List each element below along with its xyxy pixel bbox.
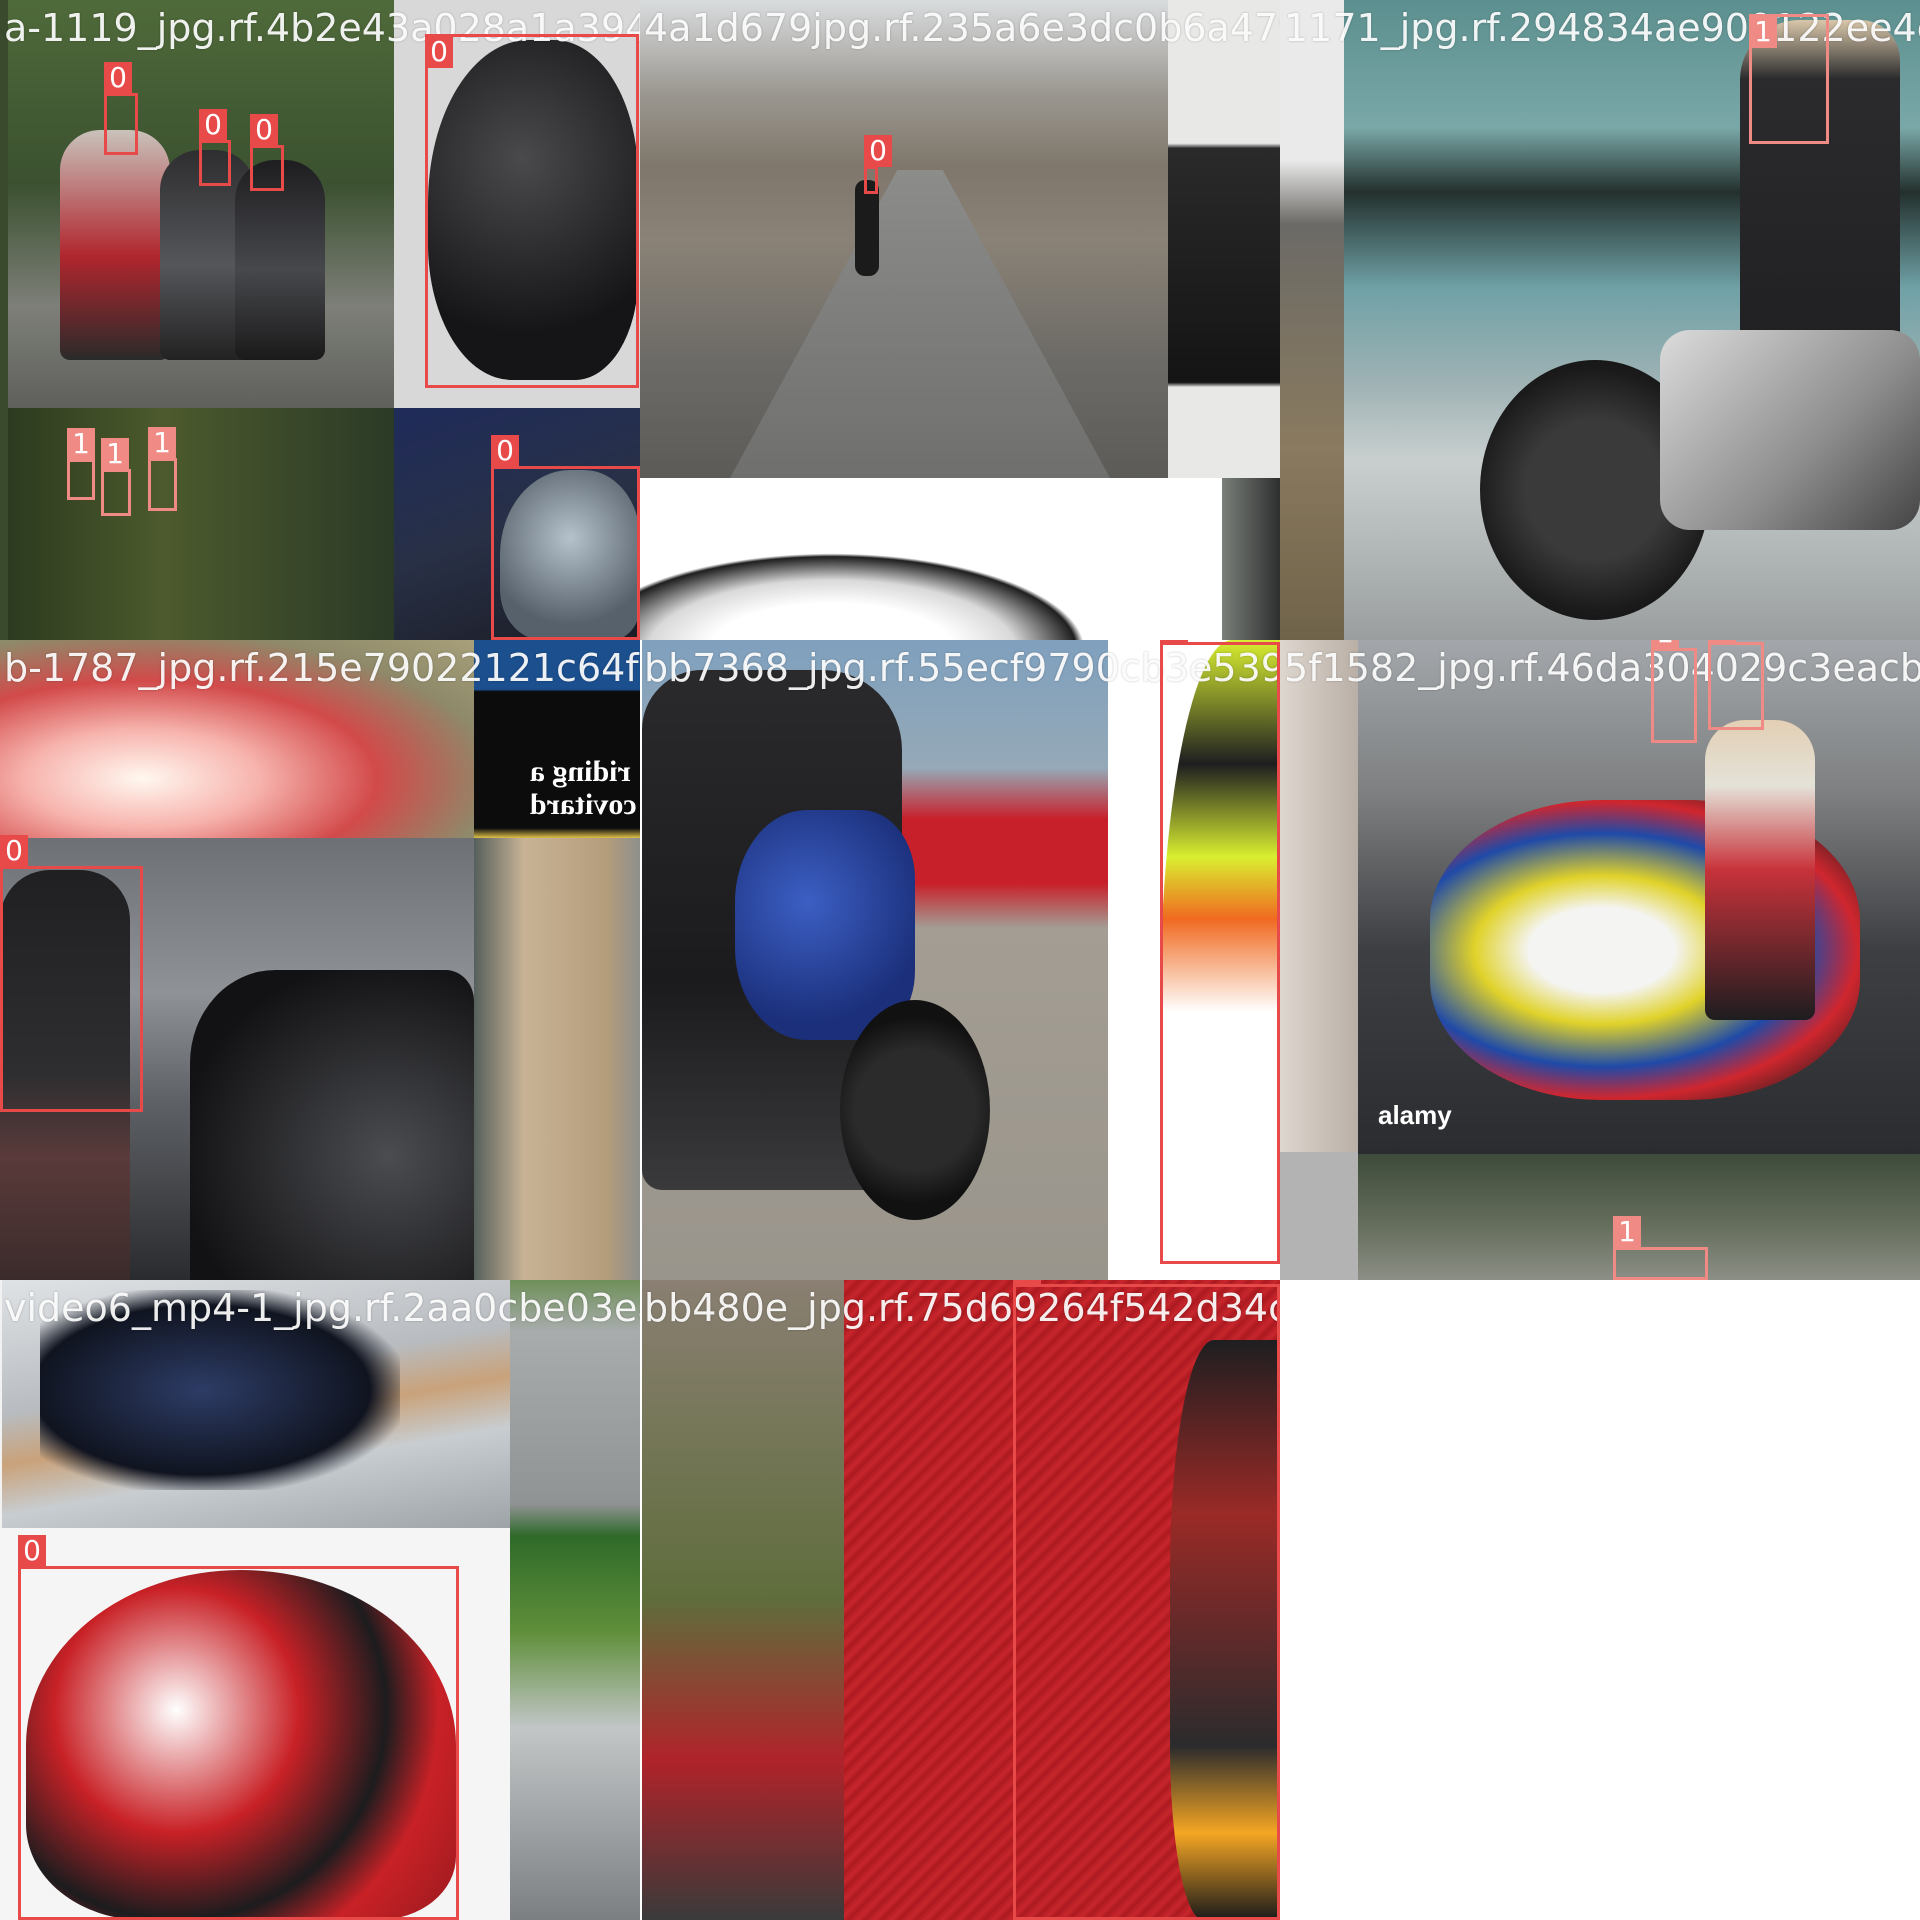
mosaic-tile: 1171_jpg.rf.294834ae909122ee4e6 1 — [1280, 0, 1920, 640]
bbox-class-label: 1 — [1749, 16, 1777, 48]
bbox-helmet: 0 — [250, 114, 284, 191]
sign-text: riding a — [530, 755, 631, 788]
bbox-head: 1 — [148, 427, 177, 511]
bbox-class-label: 0 — [0, 835, 28, 867]
mosaic-tile: video6_mp4-1_jpg.rf.2aa0cbe03ea4093c1630… — [0, 1280, 640, 1920]
rider-silhouette — [0, 870, 130, 1280]
motorcyclist-distant — [855, 180, 879, 276]
bbox-head: 1 — [1651, 640, 1697, 743]
bike-shape — [40, 1290, 400, 1490]
bbox-head: 1 — [1749, 14, 1829, 144]
bbox-class-label: 1 — [1651, 640, 1679, 649]
photo-sliver — [1222, 478, 1280, 640]
mosaic-tile: bb7368_jpg.rf.55ecf9790cb3e5391b40 0 — [640, 640, 1280, 1280]
mosaic-tile: bb480e_jpg.rf.75d69264f542d34cb17c2aaa68… — [640, 1280, 1280, 1920]
bike-wheel — [840, 1000, 990, 1220]
bbox-class-label: 0 — [18, 1535, 46, 1567]
photo-city-traffic — [510, 1280, 640, 1920]
bbox-head: 1 — [1613, 1216, 1708, 1280]
helmet-shape — [26, 1570, 456, 1920]
mosaic-tile: a-1119_jpg.rf.4b2e43a028a1a394d01a 0 0 0… — [0, 0, 640, 640]
bbox-class-label: 1 — [1708, 640, 1736, 643]
photo-sportbike-headlight — [0, 640, 474, 838]
rider-silhouette — [235, 160, 325, 360]
bbox-class-label: 0 — [491, 435, 519, 467]
watermark-text: alamy — [1378, 1100, 1452, 1130]
bbox-head: 1 — [101, 438, 131, 516]
helmet-shape — [428, 40, 638, 380]
bbox-helmet: 0 — [864, 135, 892, 194]
helmet-visor-shape — [500, 470, 640, 640]
bbox-helmet: 0 — [199, 109, 231, 186]
bbox-helmet: 0 — [425, 34, 639, 388]
mosaic-tile: alamy 5f1582_jpg.rf.46da304029c3eacbc87 … — [1280, 640, 1920, 1280]
bbox-head: 1 — [1708, 640, 1764, 730]
photo-mountain-strip — [1280, 0, 1344, 640]
photo-building-wall — [474, 838, 640, 1280]
helmet-visor-shape — [1170, 1340, 1280, 1920]
bike-shape — [190, 970, 474, 1280]
mosaic-tile: 4a1d679jpg.rf.235a6e3dc0b6a479b31e8b 0 — [640, 0, 1280, 640]
bbox-helmet: 0 — [0, 835, 143, 1112]
bike-fairing — [735, 810, 915, 1040]
bbox-class-label: 1 — [101, 438, 129, 470]
rider-silhouette — [60, 130, 170, 360]
bbox-class-label: 0 — [864, 135, 892, 167]
bbox-class-label: 1 — [148, 427, 176, 459]
photo-glove-partial — [1168, 0, 1280, 478]
mosaic-tile: riding a covitard b-1787_jpg.rf.215e7902… — [0, 640, 640, 1280]
bbox-head: 1 — [67, 428, 95, 500]
bbox-class-label: 1 — [1613, 1216, 1641, 1248]
photo-sign — [474, 640, 640, 838]
bbox-helmet: 0 — [1013, 1280, 1280, 1920]
bbox-class-label: 1 — [67, 428, 95, 460]
sign-text: covitard — [530, 788, 637, 821]
bike-body — [1660, 330, 1920, 530]
bbox-helmet: 0 — [491, 435, 640, 640]
photo-person-partial — [1280, 640, 1358, 1152]
bbox-class-label: 0 — [1160, 640, 1188, 643]
rider-silhouette — [1705, 720, 1815, 1020]
bbox-helmet: 0 — [104, 62, 138, 155]
empty-tile — [1280, 1280, 1920, 1920]
bbox-class-label: 0 — [104, 62, 132, 94]
bbox-class-label: 0 — [425, 36, 453, 68]
bbox-class-label: 0 — [250, 114, 278, 146]
photo-blurred-scooter — [642, 1280, 844, 1920]
bbox-helmet: 0 — [1160, 640, 1280, 1264]
bbox-class-label: 0 — [199, 109, 227, 141]
bbox-helmet: 0 — [18, 1535, 459, 1920]
bbox-class-label: 0 — [1013, 1280, 1041, 1285]
photo-helmet-white — [640, 540, 1120, 640]
photo-riders-blurred — [8, 408, 394, 640]
